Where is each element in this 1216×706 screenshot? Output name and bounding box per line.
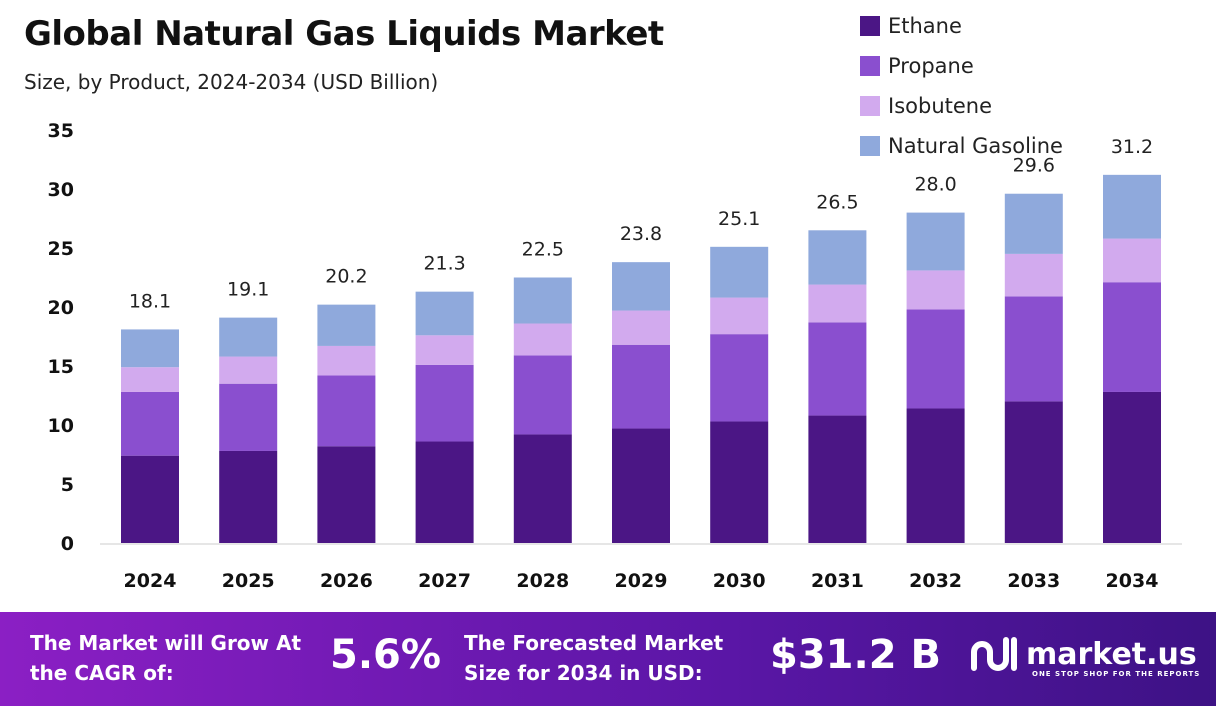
bar-segment-natural-gasoline — [1103, 174, 1161, 239]
bar-chart: 0510152025303518.1202419.1202520.2202621… — [48, 120, 1182, 592]
legend-swatch — [860, 136, 880, 156]
bar-segment-isobutene — [1103, 238, 1161, 283]
legend-item-propane: Propane — [860, 46, 1063, 86]
bar-segment-propane — [612, 344, 670, 429]
bar-segment-ethane — [1004, 401, 1063, 543]
bar-segment-natural-gasoline — [415, 291, 474, 336]
bar-segment-ethane — [808, 415, 867, 543]
bar-segment-ethane — [121, 455, 179, 543]
bar-segment-natural-gasoline — [710, 246, 769, 298]
bar-segment-propane — [710, 334, 769, 422]
bar-segment-natural-gasoline — [121, 329, 179, 368]
forecast-value: $31.2 B — [770, 632, 941, 678]
bar-segment-natural-gasoline — [612, 262, 670, 311]
chart-subtitle: Size, by Product, 2024-2034 (USD Billion… — [24, 70, 439, 94]
legend-label: Propane — [888, 54, 974, 78]
bar-segment-isobutene — [219, 356, 278, 384]
bar-segment-natural-gasoline — [513, 277, 572, 324]
total-label: 23.8 — [620, 223, 662, 245]
x-tick-label: 2033 — [1007, 570, 1060, 592]
bar-segment-isobutene — [612, 310, 670, 345]
bar-segment-propane — [906, 309, 965, 409]
logo-text: market.us — [1026, 636, 1197, 672]
legend-swatch — [860, 16, 880, 36]
total-label: 25.1 — [718, 208, 760, 230]
bar-segment-propane — [808, 322, 867, 416]
cagr-value: 5.6% — [330, 632, 441, 678]
total-label: 18.1 — [129, 290, 171, 312]
bar-segment-isobutene — [513, 323, 572, 356]
bar-segment-natural-gasoline — [808, 230, 867, 285]
legend-label: Isobutene — [888, 94, 993, 118]
legend-item-ethane: Ethane — [860, 6, 1063, 46]
bar-segment-propane — [513, 355, 572, 435]
bar-segment-isobutene — [121, 367, 179, 392]
logo-tagline: ONE STOP SHOP FOR THE REPORTS — [1032, 670, 1201, 678]
bar-segment-natural-gasoline — [219, 317, 278, 357]
x-tick-label: 2024 — [124, 570, 177, 592]
x-tick-label: 2031 — [811, 570, 864, 592]
x-tick-label: 2028 — [516, 570, 569, 592]
x-tick-label: 2025 — [222, 570, 275, 592]
x-tick-label: 2027 — [418, 570, 471, 592]
bar-segment-ethane — [1103, 391, 1161, 543]
chart-title: Global Natural Gas Liquids Market — [24, 14, 664, 54]
bar-segment-natural-gasoline — [906, 212, 965, 271]
bar-segment-ethane — [710, 421, 769, 543]
logo-icon — [971, 637, 1017, 671]
y-tick-label: 20 — [48, 297, 74, 319]
bar-segment-ethane — [219, 450, 278, 543]
bar-segment-propane — [121, 391, 179, 456]
legend-item-natural-gasoline: Natural Gasoline — [860, 126, 1063, 166]
y-tick-label: 30 — [48, 179, 74, 201]
legend-swatch — [860, 96, 880, 116]
bar-segment-propane — [317, 375, 376, 447]
bar-segment-propane — [1103, 282, 1161, 392]
legend-swatch — [860, 56, 880, 76]
total-label: 19.1 — [227, 279, 269, 301]
legend-label: Ethane — [888, 14, 962, 38]
bar-segment-isobutene — [1004, 253, 1063, 297]
bar-segment-natural-gasoline — [1004, 193, 1063, 254]
x-tick-label: 2029 — [615, 570, 668, 592]
y-tick-label: 0 — [61, 533, 74, 555]
y-tick-label: 10 — [48, 415, 74, 437]
total-label: 21.3 — [423, 253, 465, 275]
bar-segment-ethane — [513, 434, 572, 543]
bar-segment-natural-gasoline — [317, 304, 376, 346]
legend-item-isobutene: Isobutene — [860, 86, 1063, 126]
bar-segment-propane — [415, 364, 474, 442]
x-tick-label: 2032 — [909, 570, 962, 592]
y-tick-label: 15 — [48, 356, 74, 378]
total-label: 26.5 — [816, 191, 858, 213]
bar-segment-ethane — [612, 428, 670, 543]
total-label: 22.5 — [522, 239, 564, 261]
bar-segment-ethane — [415, 441, 474, 543]
x-tick-label: 2034 — [1106, 570, 1159, 592]
cagr-label: The Market will Grow At the CAGR of: — [30, 631, 302, 685]
y-tick-label: 25 — [48, 238, 74, 260]
legend-label: Natural Gasoline — [888, 134, 1063, 158]
bar-segment-isobutene — [710, 297, 769, 335]
bar-segment-ethane — [906, 408, 965, 543]
market-us-logo: market.us ONE STOP SHOP FOR THE REPORTS — [968, 634, 1199, 678]
x-tick-label: 2030 — [713, 570, 766, 592]
x-tick-label: 2026 — [320, 570, 373, 592]
legend: Ethane Propane Isobutene Natural Gasolin… — [860, 6, 1063, 166]
total-label: 29.6 — [1013, 155, 1055, 177]
bar-segment-isobutene — [415, 335, 474, 365]
bar-segment-isobutene — [808, 284, 867, 323]
bar-segment-propane — [219, 383, 278, 451]
y-tick-label: 35 — [48, 120, 74, 142]
total-label: 28.0 — [914, 174, 956, 196]
bar-segment-propane — [1004, 296, 1063, 402]
total-label: 31.2 — [1111, 136, 1153, 158]
y-tick-label: 5 — [61, 474, 74, 496]
total-label: 20.2 — [325, 266, 367, 288]
bar-segment-ethane — [317, 446, 376, 543]
bar-segment-isobutene — [906, 270, 965, 310]
footer-banner: The Market will Grow At the CAGR of: 5.6… — [0, 612, 1216, 706]
forecast-label: The Forecasted Market Size for 2034 in U… — [464, 631, 724, 685]
bar-segment-isobutene — [317, 345, 376, 376]
